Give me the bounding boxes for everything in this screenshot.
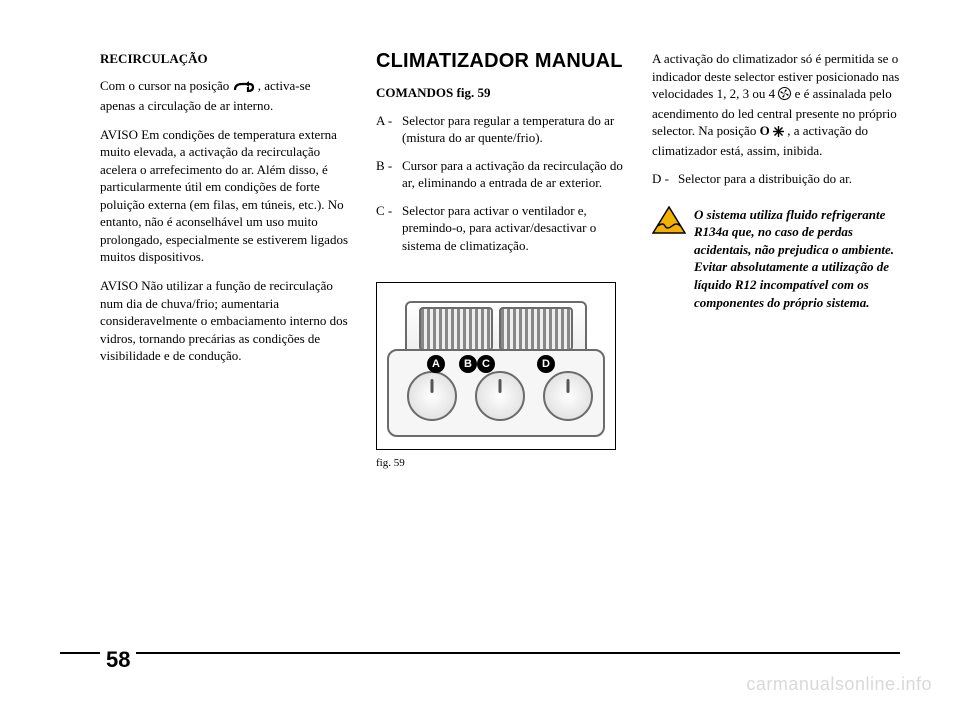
knob-c <box>475 371 525 421</box>
warning-box: O sistema utiliza fluido refrigerante R1… <box>652 206 900 311</box>
vent-left <box>419 307 493 351</box>
manual-page: RECIRCULAÇÃO Com o cursor na posição , a… <box>0 0 960 709</box>
figure-59: A B C D F0X0033m <box>376 282 616 450</box>
item-b-letter: B - <box>376 157 402 192</box>
item-d-letter: D - <box>652 170 678 188</box>
content-columns: RECIRCULAÇÃO Com o cursor na posição , a… <box>100 50 900 471</box>
dash-top <box>405 301 587 355</box>
figure-59-wrap: A B C D F0X0033m fig. 59 <box>376 282 616 471</box>
subheading-comandos: COMANDOS fig. 59 <box>376 84 624 102</box>
activation-paragraph: A activação do climatizador só é permiti… <box>652 50 900 159</box>
column-right: A activação do climatizador só é permiti… <box>652 50 900 471</box>
item-b: B - Cursor para a activação da recircula… <box>376 157 624 192</box>
column-recirculacao: RECIRCULAÇÃO Com o cursor na posição , a… <box>100 50 348 471</box>
page-number: 58 <box>100 647 136 673</box>
recirculation-icon <box>233 80 255 98</box>
heading-climatizador: CLIMATIZADOR MANUAL <box>376 50 624 72</box>
recirc-intro-a: Com o cursor na posição <box>100 78 233 93</box>
warning-text: O sistema utiliza fluido refrigerante R1… <box>694 206 900 311</box>
item-c-body: Selector para activar o ventilador e, pr… <box>402 202 624 255</box>
heading-recirculacao: RECIRCULAÇÃO <box>100 50 348 68</box>
knob-a <box>407 371 457 421</box>
item-a-body: Selector para regular a temperatura do a… <box>402 112 624 147</box>
item-d: D - Selector para a distribuição do ar. <box>652 170 900 188</box>
snowflake-icon <box>773 124 784 142</box>
item-c-letter: C - <box>376 202 402 255</box>
item-c: C - Selector para activar o ventilador e… <box>376 202 624 255</box>
figure-caption: fig. 59 <box>376 456 616 471</box>
dash-bottom <box>387 349 605 437</box>
recirc-aviso-1: AVISO Em condições de temperatura extern… <box>100 126 348 266</box>
recirc-intro: Com o cursor na posição , activa-se apen… <box>100 77 348 115</box>
fan-icon <box>778 87 791 105</box>
item-a-letter: A - <box>376 112 402 147</box>
vent-right <box>499 307 573 351</box>
footer-rule <box>60 652 900 654</box>
recirc-aviso-2: AVISO Não utilizar a função de recircula… <box>100 277 348 365</box>
item-b-body: Cursor para a activação da recirculação … <box>402 157 624 192</box>
item-d-body: Selector para a distribuição do ar. <box>678 170 900 188</box>
column-climatizador: CLIMATIZADOR MANUAL COMANDOS fig. 59 A -… <box>376 50 624 471</box>
warning-icon <box>652 206 686 234</box>
knob-d <box>543 371 593 421</box>
item-a: A - Selector para regular a temperatura … <box>376 112 624 147</box>
site-watermark: carmanualsonline.info <box>746 674 932 695</box>
act-bold-O: O <box>760 123 773 138</box>
